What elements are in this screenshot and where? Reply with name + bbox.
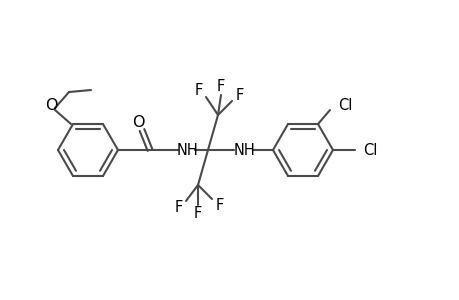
Text: F: F (235, 88, 244, 103)
Text: F: F (215, 197, 224, 212)
Text: Cl: Cl (362, 142, 376, 158)
Text: F: F (216, 79, 224, 94)
Text: NH: NH (177, 142, 198, 158)
Text: O: O (131, 115, 144, 130)
Text: O: O (45, 98, 57, 112)
Text: F: F (193, 206, 202, 221)
Text: Cl: Cl (337, 98, 352, 112)
Text: F: F (174, 200, 183, 215)
Text: F: F (195, 82, 203, 98)
Text: NH: NH (234, 142, 255, 158)
